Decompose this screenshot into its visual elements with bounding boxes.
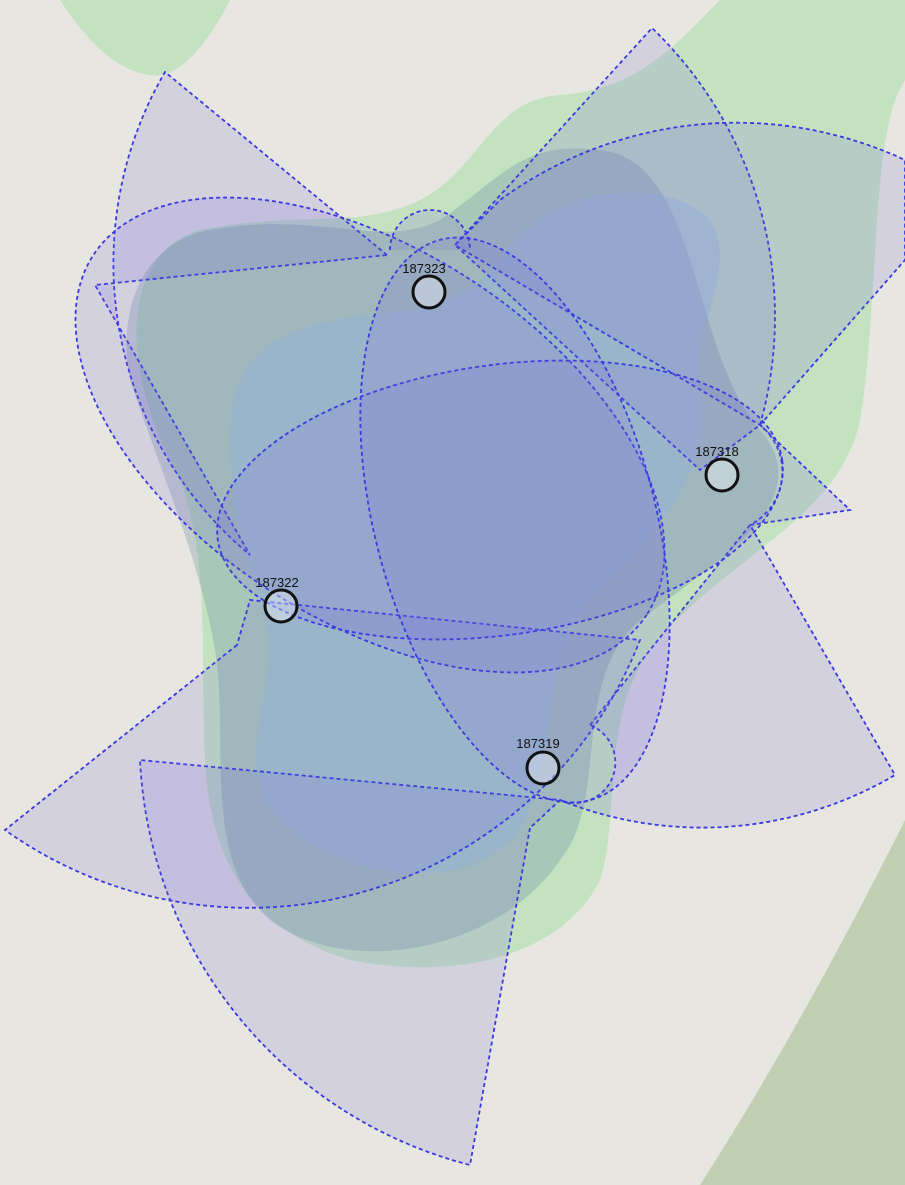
sector	[359, 236, 671, 804]
park	[60, 0, 230, 76]
wood	[700, 820, 905, 1185]
sector	[749, 424, 852, 526]
park	[136, 0, 905, 968]
site-marker[interactable]	[411, 274, 447, 310]
site-marker[interactable]	[263, 588, 299, 624]
site-marker[interactable]	[525, 750, 561, 786]
site-label: 187319	[516, 736, 559, 751]
sector	[3, 599, 642, 909]
sector	[453, 26, 776, 472]
sector	[93, 70, 390, 556]
site-marker[interactable]	[704, 457, 740, 493]
site-label: 187318	[695, 444, 738, 459]
sector	[74, 196, 666, 674]
coverage-zone	[126, 148, 779, 952]
site-label: 187322	[255, 575, 298, 590]
site-label: 187323	[402, 261, 445, 276]
sector	[453, 121, 905, 427]
sector	[216, 359, 784, 641]
sector	[389, 209, 471, 251]
sector	[139, 759, 563, 1167]
